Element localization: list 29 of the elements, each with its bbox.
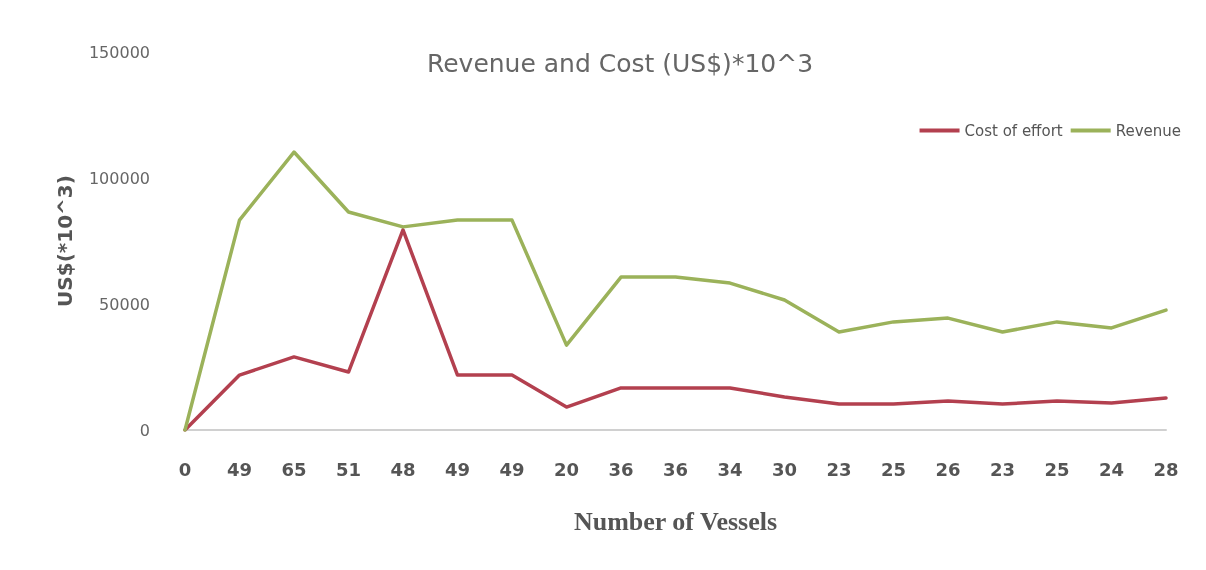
x-tick-label: 65 [281, 458, 307, 480]
legend-label: Cost of effort [964, 121, 1063, 140]
x-tick-label: 34 [717, 458, 743, 480]
y-tick-label: 50000 [99, 294, 150, 314]
x-tick-label: 36 [662, 458, 689, 480]
x-tick-label: 26 [935, 458, 961, 480]
x-tick-label: 0 [178, 458, 192, 480]
x-tick-label: 48 [390, 458, 416, 480]
x-tick-label: 25 [880, 458, 907, 480]
x-tick-label: 24 [1098, 458, 1125, 480]
y-axis-title: US$(*10^3) [53, 175, 77, 307]
x-tick-label: 49 [499, 458, 525, 480]
x-tick-label: 49 [226, 458, 253, 480]
x-tick-label: 23 [989, 458, 1016, 480]
x-tick-label: 51 [335, 458, 362, 480]
x-tick-label: 30 [771, 458, 798, 480]
y-tick-label: 0 [139, 420, 150, 440]
x-tick-label: 49 [444, 458, 471, 480]
x-tick-label: 25 [1044, 458, 1070, 480]
x-tick-label: 28 [1153, 458, 1179, 480]
legend-label: Revenue [1115, 121, 1181, 140]
x-tick-label: 23 [826, 458, 852, 480]
y-tick-label: 150000 [88, 42, 150, 62]
y-tick-label: 100000 [88, 168, 150, 188]
line-series [183, 150, 1168, 432]
x-axis-title: Number of Vessels [573, 506, 778, 536]
chart-title: Revenue and Cost (US$)*10^3 [426, 49, 814, 78]
x-tick-label: 36 [608, 458, 634, 480]
x-tick-label: 20 [553, 458, 580, 480]
